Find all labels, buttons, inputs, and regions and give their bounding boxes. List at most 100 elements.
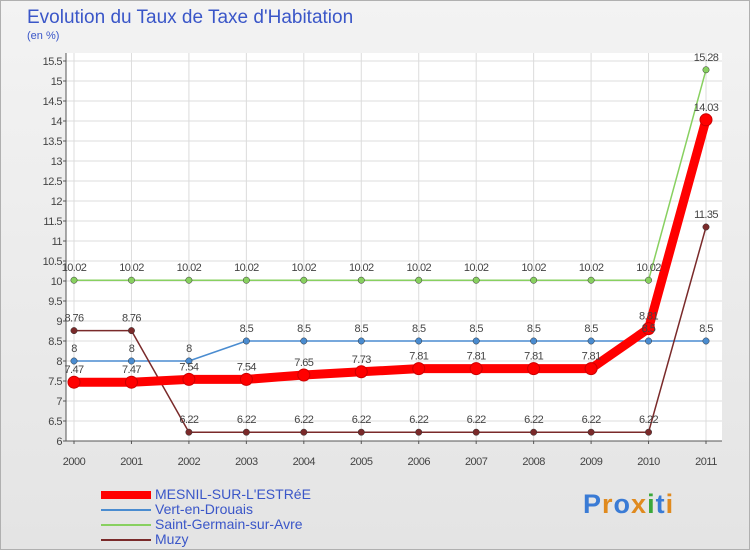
data-label-vert-en-drouais: 8.5 <box>469 323 483 335</box>
data-point-muzy <box>357 428 365 436</box>
data-point-mesnil-sur-l-estr-e <box>297 368 311 382</box>
data-label-saint-germain-sur-avre: 10.02 <box>119 262 144 274</box>
logo-letter: x <box>631 489 648 519</box>
data-point-muzy <box>645 428 652 436</box>
data-label-muzy: 6.22 <box>467 414 486 426</box>
data-label-mesnil-sur-l-estr-e: 7.81 <box>467 351 486 363</box>
legend-swatch <box>101 524 151 526</box>
data-point-muzy <box>128 327 135 335</box>
y-tick-label: 8.5 <box>48 336 62 348</box>
data-label-mesnil-sur-l-estr-e: 7.54 <box>237 361 256 373</box>
data-point-muzy <box>415 428 423 436</box>
legend-label: Muzy <box>155 531 189 547</box>
legend-swatch <box>101 509 151 511</box>
series-line-vert-en-drouais <box>73 340 707 362</box>
legend-label: MESNIL-SUR-L'ESTRéE <box>155 486 311 502</box>
data-label-vert-en-drouais: 8 <box>129 343 135 355</box>
data-label-vert-en-drouais: 8.5 <box>527 323 541 335</box>
series-line-muzy <box>73 226 707 433</box>
data-label-saint-germain-sur-avre: 10.02 <box>579 262 604 274</box>
data-point-mesnil-sur-l-estr-e <box>469 362 483 376</box>
y-tick-label: 8 <box>56 356 62 368</box>
data-label-vert-en-drouais: 8.5 <box>240 323 254 335</box>
x-tick-label: 2004 <box>293 456 316 468</box>
data-label-muzy: 6.22 <box>237 414 256 426</box>
data-label-mesnil-sur-l-estr-e: 7.73 <box>352 354 371 366</box>
data-point-vert-en-drouais <box>587 337 595 345</box>
data-point-saint-germain-sur-avre <box>530 276 538 284</box>
data-label-saint-germain-sur-avre: 10.02 <box>349 262 374 274</box>
data-point-muzy <box>587 428 595 436</box>
data-label-saint-germain-sur-avre: 10.02 <box>62 262 87 274</box>
data-label-saint-germain-sur-avre: 10.02 <box>636 262 661 274</box>
data-label-vert-en-drouais: 8.5 <box>412 323 426 335</box>
data-label-vert-en-drouais: 8.5 <box>297 323 311 335</box>
y-tick-label: 10.5 <box>43 256 63 268</box>
x-tick-label: 2003 <box>235 456 258 468</box>
data-point-saint-germain-sur-avre <box>357 276 365 284</box>
data-point-mesnil-sur-l-estr-e <box>239 372 253 386</box>
data-label-muzy: 6.22 <box>352 414 371 426</box>
x-tick-label: 2011 <box>695 456 717 468</box>
logo-letter: i <box>665 489 675 519</box>
logo-letter: i <box>647 489 656 519</box>
logo-letter: o <box>613 489 632 519</box>
data-point-vert-en-drouais <box>530 337 538 345</box>
data-point-mesnil-sur-l-estr-e <box>642 322 656 336</box>
data-point-saint-germain-sur-avre <box>415 276 423 284</box>
data-point-saint-germain-sur-avre <box>300 276 308 284</box>
data-label-mesnil-sur-l-estr-e: 7.54 <box>179 361 198 373</box>
logo-letter: r <box>602 489 614 519</box>
y-axis-label: (en %) <box>27 30 60 42</box>
data-point-mesnil-sur-l-estr-e <box>67 375 81 389</box>
data-label-muzy: 8.76 <box>122 313 141 325</box>
x-tick-label: 2001 <box>120 456 143 468</box>
y-tick-label: 10 <box>51 276 63 288</box>
data-label-muzy: 11.35 <box>694 209 718 221</box>
data-point-muzy <box>70 327 78 335</box>
data-label-mesnil-sur-l-estr-e: 7.81 <box>582 351 601 363</box>
data-label-saint-germain-sur-avre: 10.02 <box>292 262 317 274</box>
data-point-saint-germain-sur-avre <box>645 276 652 284</box>
data-label-vert-en-drouais: 8 <box>71 343 77 355</box>
data-label-muzy: 6.22 <box>524 414 543 426</box>
legend-label: Vert-en-Drouais <box>155 501 254 517</box>
series-line-saint-germain-sur-avre <box>73 69 707 281</box>
data-label-saint-germain-sur-avre: 10.02 <box>406 262 431 274</box>
legend-label: Saint-Germain-sur-Avre <box>155 516 303 532</box>
data-point-muzy <box>300 428 308 436</box>
data-point-vert-en-drouais <box>185 357 193 365</box>
data-label-vert-en-drouais: 8 <box>186 343 192 355</box>
y-tick-label: 13 <box>51 156 63 168</box>
proxiti-logo: Proxiti <box>583 489 674 520</box>
y-tick-label: 13.5 <box>43 136 63 148</box>
data-point-vert-en-drouais <box>128 357 135 365</box>
data-label-mesnil-sur-l-estr-e: 7.81 <box>524 351 543 363</box>
data-point-mesnil-sur-l-estr-e <box>354 365 368 379</box>
x-tick-label: 2000 <box>63 456 86 468</box>
data-point-vert-en-drouais <box>702 337 710 345</box>
data-label-mesnil-sur-l-estr-e: 7.47 <box>64 364 83 376</box>
data-label-mesnil-sur-l-estr-e: 8.81 <box>639 311 658 323</box>
data-label-saint-germain-sur-avre: 10.02 <box>521 262 546 274</box>
data-point-saint-germain-sur-avre <box>70 276 78 284</box>
data-point-muzy <box>702 223 710 231</box>
x-tick-label: 2005 <box>350 456 373 468</box>
data-point-mesnil-sur-l-estr-e <box>182 372 196 386</box>
y-tick-label: 14.5 <box>43 96 63 108</box>
y-tick-label: 11 <box>52 236 63 248</box>
data-label-muzy: 8.76 <box>64 313 83 325</box>
data-label-vert-en-drouais: 8.5 <box>699 323 713 335</box>
data-label-saint-germain-sur-avre: 10.02 <box>234 262 259 274</box>
data-point-muzy <box>472 428 480 436</box>
data-label-vert-en-drouais: 8.5 <box>642 323 656 335</box>
y-tick-label: 9.5 <box>48 296 62 308</box>
data-label-muzy: 6.22 <box>582 414 601 426</box>
data-point-mesnil-sur-l-estr-e <box>124 375 138 389</box>
logo-letter: P <box>583 489 603 519</box>
data-point-saint-germain-sur-avre <box>702 66 710 74</box>
data-label-vert-en-drouais: 8.5 <box>584 323 598 335</box>
x-tick-label: 2006 <box>407 456 430 468</box>
x-tick-label: 2007 <box>465 456 488 468</box>
